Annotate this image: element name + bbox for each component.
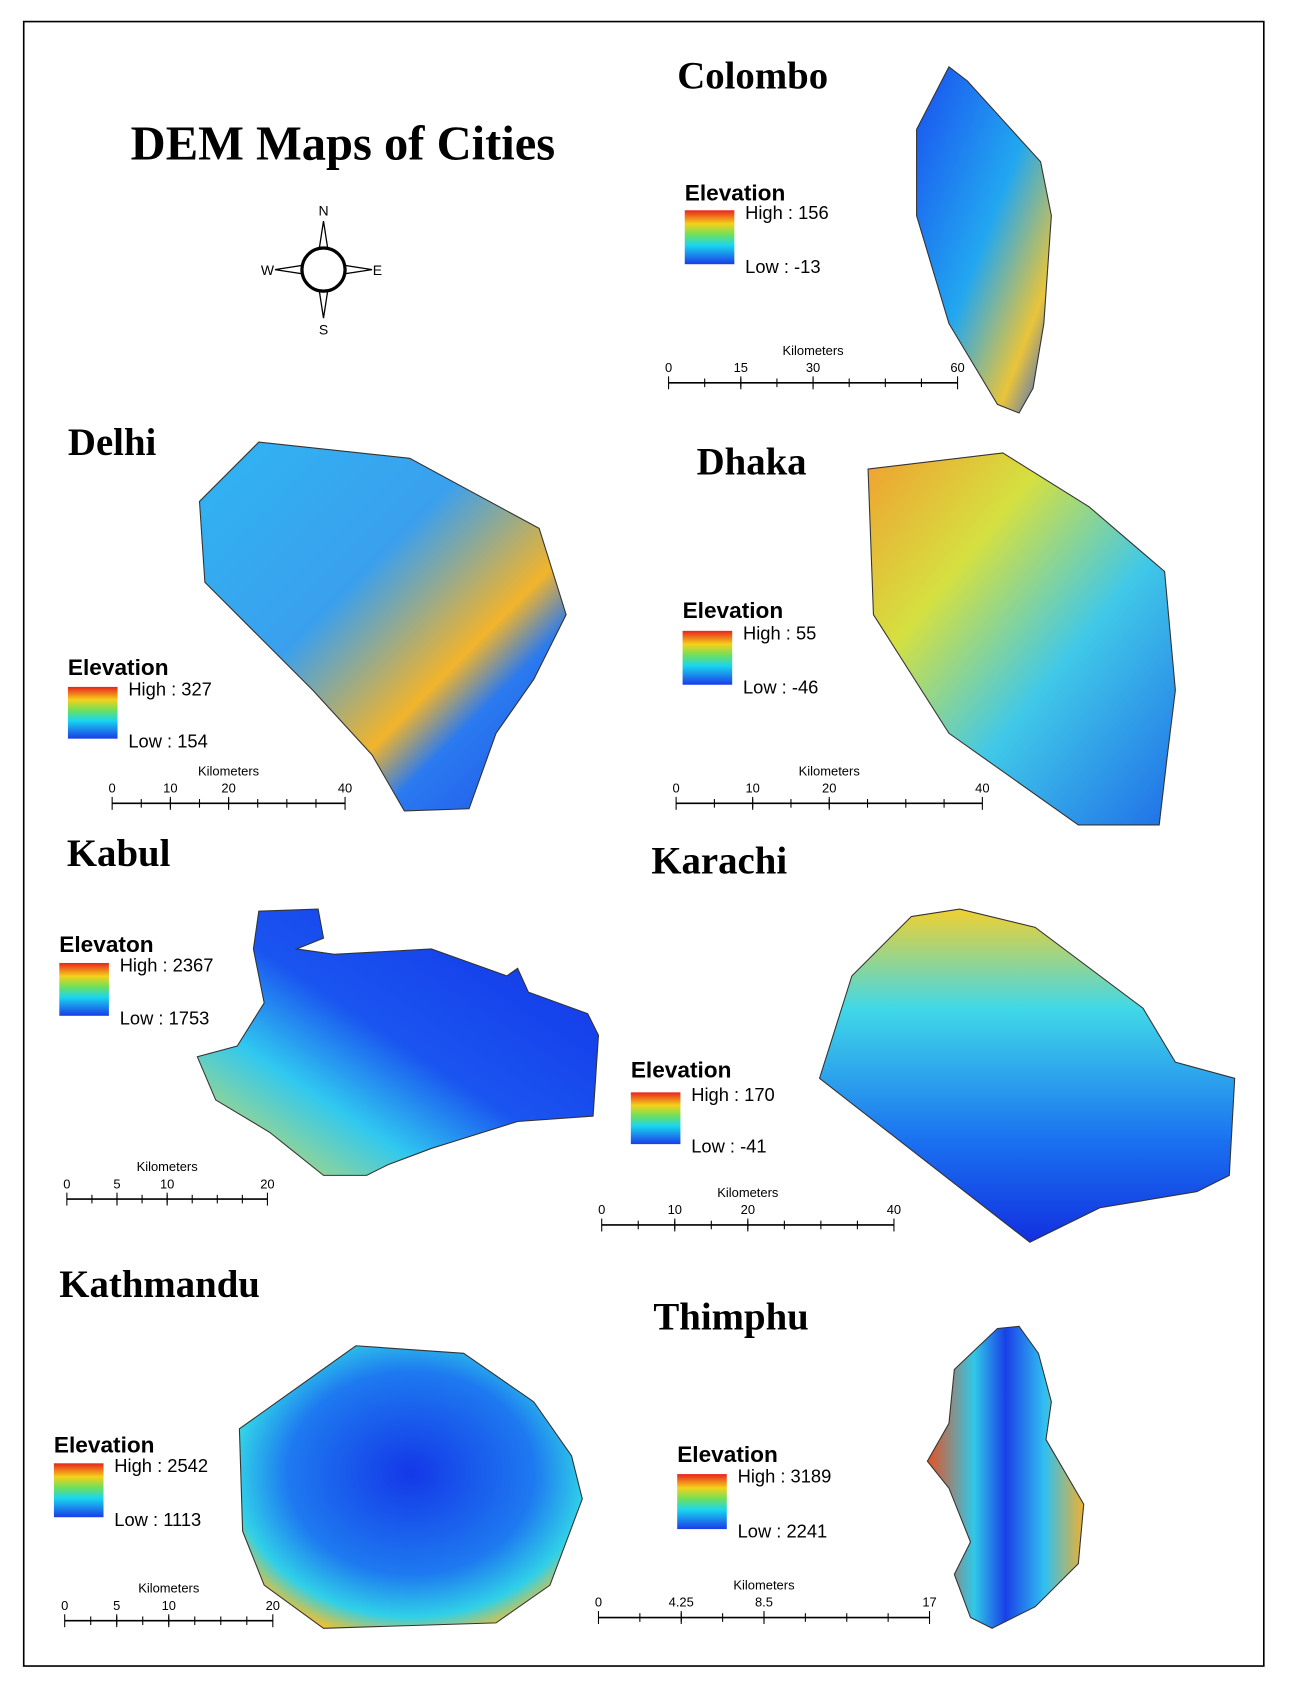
- scale-tick-label: 0: [595, 1595, 602, 1610]
- scale-unit: Kilometers: [799, 763, 860, 778]
- legend-high: High : 2367: [120, 955, 214, 976]
- scale-tick-label: 30: [806, 360, 820, 375]
- color-ramp: [677, 1474, 727, 1530]
- color-ramp: [59, 962, 109, 1016]
- legend-high: High : 55: [743, 622, 816, 643]
- scale-tick-label: 40: [338, 781, 352, 796]
- color-ramp: [684, 210, 735, 265]
- city-name: Colombo: [677, 54, 828, 97]
- scale-tick-label: 5: [113, 1176, 120, 1191]
- dem-map: [867, 452, 1176, 826]
- legend-title: Elevation: [631, 1057, 732, 1082]
- scale-tick-label: 10: [668, 1202, 682, 1217]
- dem-map: [196, 908, 600, 1176]
- scale-tick-label: 10: [745, 781, 759, 796]
- dem-map: [238, 1345, 583, 1629]
- scale-tick-label: 60: [950, 360, 964, 375]
- legend-high: High : 327: [128, 679, 212, 700]
- city-name: Dhaka: [697, 440, 807, 483]
- color-ramp: [53, 1463, 104, 1518]
- scale-unit: Kilometers: [717, 1185, 778, 1200]
- legend-low: Low : 1753: [120, 1007, 210, 1028]
- color-ramp: [67, 686, 118, 739]
- main-title: DEM Maps of Cities: [131, 118, 555, 171]
- scale-tick-label: 20: [741, 1202, 755, 1217]
- scale-tick-label: 0: [665, 360, 672, 375]
- city-name: Kathmandu: [59, 1263, 260, 1306]
- legend-title: Elevaton: [59, 932, 153, 957]
- dem-map: [198, 441, 567, 812]
- legend-title: Elevation: [68, 655, 169, 680]
- scale-tick-label: 20: [260, 1176, 274, 1191]
- scale-tick-label: 8.5: [755, 1595, 773, 1610]
- legend-title: Elevation: [677, 1442, 778, 1467]
- city-name: Kabul: [67, 832, 171, 875]
- north-arrow: [274, 220, 373, 319]
- legend-title: Elevation: [54, 1433, 155, 1458]
- scale-unit: Kilometers: [138, 1581, 199, 1596]
- legend-high: High : 170: [691, 1084, 775, 1105]
- scale-tick-label: 20: [221, 781, 235, 796]
- scale-tick-label: 10: [163, 781, 177, 796]
- scale-tick-label: 20: [266, 1598, 280, 1613]
- scale-tick-label: 10: [162, 1598, 176, 1613]
- legend-low: Low : 154: [128, 730, 207, 751]
- scale-unit: Kilometers: [733, 1577, 794, 1592]
- legend-high: High : 2542: [114, 1455, 208, 1476]
- compass-s: S: [319, 321, 328, 337]
- compass-e: E: [373, 262, 382, 278]
- dem-map: [916, 66, 1052, 414]
- color-ramp: [682, 630, 733, 685]
- scale-tick-label: 0: [109, 781, 116, 796]
- dem-map: [926, 1325, 1085, 1629]
- scale-tick-label: 5: [113, 1598, 120, 1613]
- legend-low: Low : 2241: [738, 1521, 828, 1542]
- scale-tick-label: 20: [822, 781, 836, 796]
- legend-title: Elevation: [683, 598, 784, 623]
- frame: [22, 20, 1265, 1667]
- color-ramp: [630, 1092, 681, 1145]
- scale-unit: Kilometers: [783, 343, 844, 358]
- legend-low: Low : -41: [691, 1136, 766, 1157]
- city-name: Thimphu: [653, 1296, 808, 1339]
- scale-tick-label: 0: [598, 1202, 605, 1217]
- scale-tick-label: 10: [160, 1176, 174, 1191]
- scale-tick-label: 40: [887, 1202, 901, 1217]
- scale-unit: Kilometers: [198, 763, 259, 778]
- scale-tick-label: 4.25: [669, 1595, 694, 1610]
- scale-unit: Kilometers: [137, 1159, 198, 1174]
- legend-low: Low : -13: [745, 256, 820, 277]
- compass-w: W: [261, 262, 275, 278]
- legend-low: Low : -46: [743, 676, 818, 697]
- scale-tick-label: 0: [61, 1598, 68, 1613]
- city-name: Karachi: [651, 839, 787, 882]
- legend-high: High : 3189: [738, 1466, 832, 1487]
- legend-high: High : 156: [745, 202, 829, 223]
- legend-title: Elevation: [685, 181, 786, 206]
- scale-tick-label: 0: [63, 1176, 70, 1191]
- scale-tick-label: 0: [673, 781, 680, 796]
- scale-tick-label: 17: [922, 1595, 936, 1610]
- dem-map: [818, 908, 1236, 1243]
- city-name: Delhi: [68, 421, 157, 464]
- compass-n: N: [318, 203, 328, 219]
- legend-low: Low : 1113: [114, 1509, 201, 1530]
- scale-tick-label: 15: [734, 360, 748, 375]
- scale-tick-label: 40: [975, 781, 989, 796]
